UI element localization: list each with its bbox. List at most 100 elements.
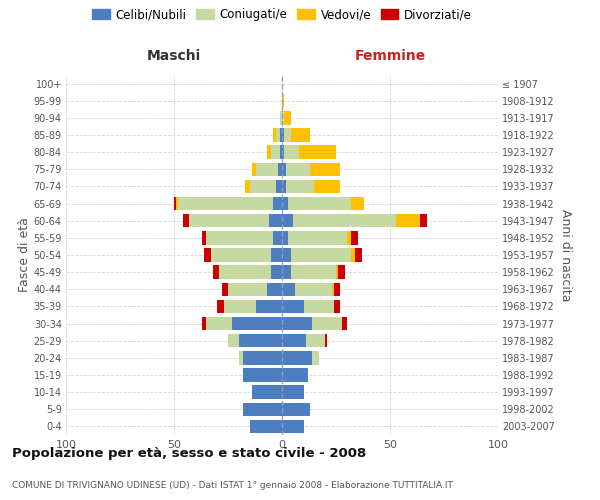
Bar <box>314 180 340 193</box>
Bar <box>274 231 282 244</box>
Bar <box>202 231 206 244</box>
Bar <box>282 317 312 330</box>
Bar <box>176 197 178 210</box>
Bar <box>304 300 334 313</box>
Text: Popolazione per età, sesso e stato civile - 2008: Popolazione per età, sesso e stato civil… <box>12 448 366 460</box>
Bar <box>282 197 289 210</box>
Bar <box>282 162 286 176</box>
Bar <box>282 128 284 141</box>
Bar <box>282 402 310 416</box>
Bar <box>351 197 364 210</box>
Bar <box>289 197 351 210</box>
Bar <box>334 282 340 296</box>
Bar <box>332 282 334 296</box>
Bar <box>282 368 308 382</box>
Bar <box>275 128 280 141</box>
Bar <box>282 386 304 399</box>
Bar <box>239 334 282 347</box>
Bar <box>295 282 332 296</box>
Bar <box>275 180 282 193</box>
Bar <box>351 248 355 262</box>
Bar <box>282 180 286 193</box>
Bar <box>336 266 338 279</box>
Bar <box>243 351 282 364</box>
Bar <box>232 317 282 330</box>
Text: COMUNE DI TRIVIGNANO UDINESE (UD) - Dati ISTAT 1° gennaio 2008 - Elaborazione TU: COMUNE DI TRIVIGNANO UDINESE (UD) - Dati… <box>12 480 453 490</box>
Bar <box>213 266 220 279</box>
Bar <box>312 317 343 330</box>
Bar <box>282 334 306 347</box>
Bar <box>282 231 289 244</box>
Bar <box>282 214 293 228</box>
Bar <box>347 231 351 244</box>
Bar <box>286 180 314 193</box>
Bar <box>280 111 282 124</box>
Bar <box>282 266 290 279</box>
Bar <box>306 334 325 347</box>
Bar <box>310 162 340 176</box>
Bar <box>274 128 275 141</box>
Bar <box>271 146 280 159</box>
Bar <box>256 162 278 176</box>
Legend: Celibi/Nubili, Coniugati/e, Vedovi/e, Divorziati/e: Celibi/Nubili, Coniugati/e, Vedovi/e, Di… <box>87 4 477 26</box>
Bar <box>282 248 290 262</box>
Bar <box>243 402 282 416</box>
Bar <box>351 231 358 244</box>
Y-axis label: Fasce di età: Fasce di età <box>17 218 31 292</box>
Bar <box>202 317 206 330</box>
Bar <box>334 300 340 313</box>
Bar <box>256 300 282 313</box>
Bar <box>325 334 328 347</box>
Bar <box>211 248 271 262</box>
Bar <box>280 128 282 141</box>
Bar <box>290 128 310 141</box>
Bar <box>245 180 250 193</box>
Bar <box>284 146 299 159</box>
Bar <box>299 146 336 159</box>
Bar <box>267 282 282 296</box>
Bar <box>282 111 284 124</box>
Bar <box>228 282 267 296</box>
Bar <box>239 351 243 364</box>
Bar <box>290 248 351 262</box>
Bar <box>250 420 282 433</box>
Bar <box>286 162 310 176</box>
Bar <box>343 317 347 330</box>
Bar <box>224 300 256 313</box>
Bar <box>204 248 211 262</box>
Bar <box>397 214 420 228</box>
Bar <box>282 282 295 296</box>
Text: Femmine: Femmine <box>355 49 425 63</box>
Bar <box>355 248 362 262</box>
Bar <box>282 420 304 433</box>
Bar <box>312 351 319 364</box>
Bar <box>271 248 282 262</box>
Bar <box>221 282 228 296</box>
Bar <box>420 214 427 228</box>
Bar <box>206 231 274 244</box>
Bar <box>182 214 189 228</box>
Bar <box>282 351 312 364</box>
Bar <box>174 197 176 210</box>
Bar <box>252 386 282 399</box>
Bar <box>217 300 224 313</box>
Bar <box>282 94 284 108</box>
Bar <box>267 146 271 159</box>
Bar <box>290 266 336 279</box>
Bar <box>220 266 271 279</box>
Bar <box>206 317 232 330</box>
Bar <box>282 300 304 313</box>
Text: Maschi: Maschi <box>147 49 201 63</box>
Bar <box>338 266 344 279</box>
Bar <box>250 180 275 193</box>
Bar <box>289 231 347 244</box>
Bar <box>278 162 282 176</box>
Bar <box>293 214 397 228</box>
Bar <box>282 146 284 159</box>
Bar <box>178 197 274 210</box>
Bar <box>284 128 290 141</box>
Bar <box>271 266 282 279</box>
Bar <box>252 162 256 176</box>
Y-axis label: Anni di nascita: Anni di nascita <box>559 209 572 301</box>
Bar <box>189 214 269 228</box>
